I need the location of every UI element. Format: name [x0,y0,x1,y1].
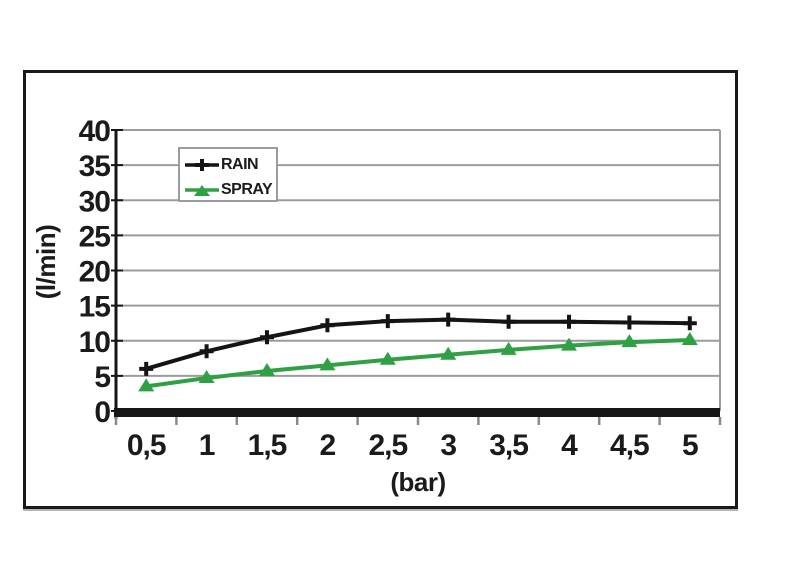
rain-line-plus-icon [185,158,219,171]
legend-item-spray: SPRAY [185,177,276,202]
legend-label-spray: SPRAY [221,180,273,198]
x-tick-label: 4 [561,429,578,462]
y-axis-title: (l/min) [31,225,61,300]
legend-marker [194,184,210,196]
rain-marker [562,314,576,329]
spray-marker [440,346,457,360]
x-axis-title: (bar) [390,467,445,497]
y-tick-label: 0 [94,396,110,429]
x-tick-label: 3,5 [489,429,528,462]
spray-marker [681,332,698,346]
x-tick-label: 5 [682,429,698,462]
spray-marker [138,378,155,392]
x-tick-label: 2,5 [368,429,407,462]
spray-marker [500,341,517,355]
x-tick-label: 1,5 [248,429,287,462]
x-tick-label: 1 [199,429,215,462]
legend-marker [195,158,209,171]
y-tick-label: 35 [79,150,111,183]
rain-marker [199,344,214,359]
legend-label-rain: RAIN [221,155,259,173]
rain-marker [139,361,154,376]
spray-marker [379,351,396,365]
spray-marker [319,357,336,371]
rain-marker [320,318,335,333]
y-tick-label: 10 [79,326,111,359]
rain-series-line [145,317,690,371]
x-tick-label: 3 [440,429,456,462]
rain-marker [501,314,516,329]
rain-marker [682,316,697,331]
spray-line-triangle-icon [185,184,219,196]
spray-marker [259,362,275,376]
y-tick-label: 30 [79,185,111,218]
y-tick-label: 5 [94,361,110,394]
legend-item-rain: RAIN [185,152,276,177]
x-tick-label: 4,5 [610,429,649,462]
y-tick-label: 15 [79,291,111,324]
spray-marker [621,334,638,348]
rain-marker [441,312,456,327]
x-axis-line [114,408,720,417]
x-tick-label: 2 [320,429,336,462]
y-tick-label: 40 [79,115,111,148]
chart-frame: (bar) (l/min) 0 5 10 15 20 25 30 35 40 0,5 1 1,5 2 2,… [23,70,738,509]
spray-series-line [145,338,690,389]
y-tick-label: 25 [79,220,111,253]
spray-marker [561,337,577,351]
x-tick-label: 0,5 [127,429,166,462]
spray-marker [198,369,215,383]
rain-marker [380,314,395,329]
rain-marker [260,330,274,345]
rain-marker [622,315,637,330]
y-tick-label: 20 [79,256,111,289]
legend: RAIN SPRAY [178,147,278,202]
